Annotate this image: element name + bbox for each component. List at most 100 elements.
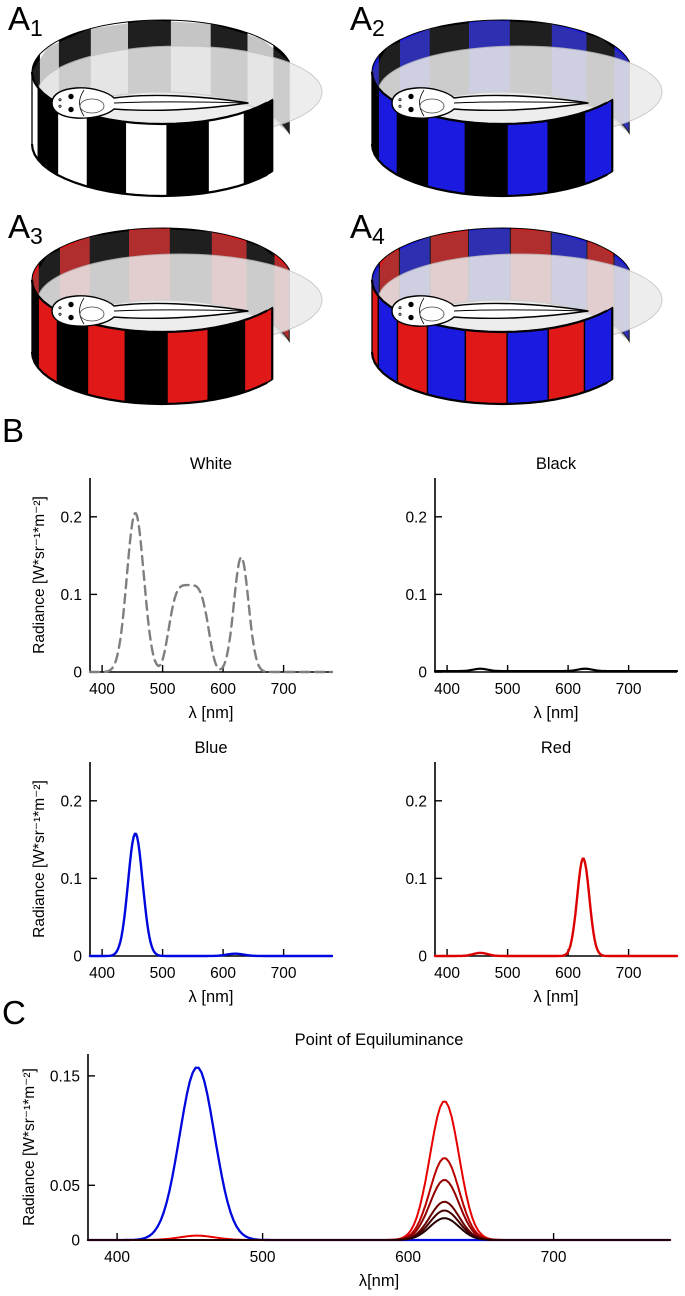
x-tick-label: 700 (616, 681, 642, 698)
chart-title: Point of Equiluminance (295, 1031, 464, 1049)
y-tick-label: 0.1 (60, 871, 82, 888)
y-tick-label: 0.1 (405, 587, 427, 604)
chart-title: Blue (194, 739, 227, 757)
tadpole-illustration (51, 87, 249, 119)
panel-subscript: 4 (372, 222, 385, 249)
x-tick-label: 700 (616, 965, 642, 982)
tadpole-head-line (79, 297, 85, 325)
x-tick-label: 700 (271, 965, 297, 982)
x-tick-label: 600 (555, 681, 581, 698)
tadpole-head-line (419, 89, 425, 117)
drum-front-stripe (426, 321, 467, 403)
curve-blue-reference (86, 1066, 672, 1242)
panel-subscript: 3 (30, 222, 43, 249)
curve-white-spectrum (88, 512, 334, 674)
x-axis-label: λ [nm] (189, 988, 234, 1006)
y-tick-label: 0 (418, 665, 427, 682)
drum-front-stripe (243, 98, 273, 186)
axis-spines (89, 762, 332, 957)
y-tick-label: 0.1 (60, 587, 82, 604)
chart-title: White (190, 455, 232, 473)
drum-front-stripe (207, 111, 246, 194)
tadpole-nostril (58, 98, 62, 102)
tadpole-illustration (51, 295, 249, 327)
tadpole-gut (419, 98, 445, 114)
chart-title: Red (541, 739, 571, 757)
tadpole-eye (68, 301, 74, 308)
drum-front-stripe (166, 327, 209, 405)
drum-a1-illustration (30, 19, 323, 198)
curve-red-spectrum (433, 857, 679, 958)
drum-front-stripe (583, 98, 613, 186)
y-axis-label: Radiance [W*sr⁻¹*m⁻²] (21, 1068, 38, 1226)
tadpole-eye (408, 314, 414, 321)
tadpole-head-line (419, 297, 425, 325)
panel-label-c: C (2, 994, 26, 1031)
chart-title: Black (536, 455, 577, 473)
panel-label-a1: A1 (8, 2, 43, 40)
chart-white-spectrum: 400 500 600 700 0 0.1 0.2 White λ [nm] Radiance [… (31, 455, 334, 722)
x-tick-label: 700 (271, 681, 297, 698)
drum-front-stripe (166, 119, 209, 197)
drum-front-stripe (547, 111, 586, 194)
panel-label-a2: A2 (350, 2, 385, 40)
panel-letter: A (350, 208, 373, 245)
tadpole-eye (68, 314, 74, 321)
x-tick-label: 500 (495, 965, 521, 982)
drum-front-top-rim (30, 71, 268, 126)
curve-red-intensity-2 (87, 1209, 671, 1241)
drum-front-stripe (547, 319, 586, 402)
y-tick-label: 0.05 (50, 1178, 80, 1195)
drum-front-bottom-rim (30, 351, 268, 406)
x-axis-label: λ [nm] (534, 704, 579, 722)
drum-front-stripe (426, 113, 467, 195)
drum-front-stripe (506, 119, 549, 197)
tadpole-nostril (58, 306, 62, 310)
curve-red-intensity-1 (87, 1217, 671, 1241)
drum-a3-illustration (30, 227, 323, 406)
tadpole-midline (113, 309, 247, 312)
tadpole-nostril (398, 98, 402, 102)
y-tick-label: 0 (418, 949, 427, 966)
drum-front-bottom-rim (370, 351, 608, 406)
panel-label-b: B (2, 412, 25, 449)
tadpole-gut (419, 306, 445, 322)
x-tick-label: 500 (150, 965, 176, 982)
x-tick-label: 600 (395, 1249, 421, 1266)
x-tick-label: 400 (104, 1249, 130, 1266)
chart-equiluminance-spectra: 400 500 600 700 0 0.05 0.15 Point of Equilumina… (21, 1031, 672, 1290)
x-axis-label: λ[nm] (359, 1272, 399, 1290)
tadpole-gut (79, 98, 105, 114)
panel-label-a3: A3 (8, 210, 43, 248)
drum-front-bottom-rim (30, 143, 268, 198)
axis-spines (434, 762, 677, 957)
curve-red-intensity-4 (87, 1179, 671, 1241)
tadpole-eye (408, 106, 414, 113)
drum-front-top-rim (370, 279, 608, 334)
drum-front-stripe (124, 121, 168, 197)
drum-front-stripe (86, 113, 127, 195)
drum-front-stripe (506, 327, 549, 405)
tadpole-eye (408, 93, 414, 100)
tadpole-midline (453, 101, 587, 104)
drum-front-stripe (583, 306, 613, 394)
y-axis-label: Radiance [W*sr⁻¹*m⁻²] (31, 780, 48, 938)
tadpole-nostril (58, 104, 62, 108)
drum-front-bottom-rim (370, 143, 608, 198)
y-tick-label: 0.2 (60, 793, 82, 810)
curve-red-intensity-6 (87, 1100, 671, 1241)
x-tick-label: 500 (150, 681, 176, 698)
tadpole-nostril (58, 312, 62, 316)
x-tick-label: 400 (89, 965, 115, 982)
x-axis-label: λ [nm] (534, 988, 579, 1006)
y-axis-label: Radiance [W*sr⁻¹*m⁻²] (31, 496, 48, 654)
x-tick-label: 400 (434, 965, 460, 982)
panel-letter: A (350, 0, 373, 37)
y-tick-label: 0 (73, 949, 82, 966)
x-tick-label: 400 (434, 681, 460, 698)
x-tick-label: 400 (89, 681, 115, 698)
curve-red-intensity-5 (87, 1157, 671, 1241)
tadpole-eye (68, 106, 74, 113)
drum-front-stripe (86, 321, 127, 403)
